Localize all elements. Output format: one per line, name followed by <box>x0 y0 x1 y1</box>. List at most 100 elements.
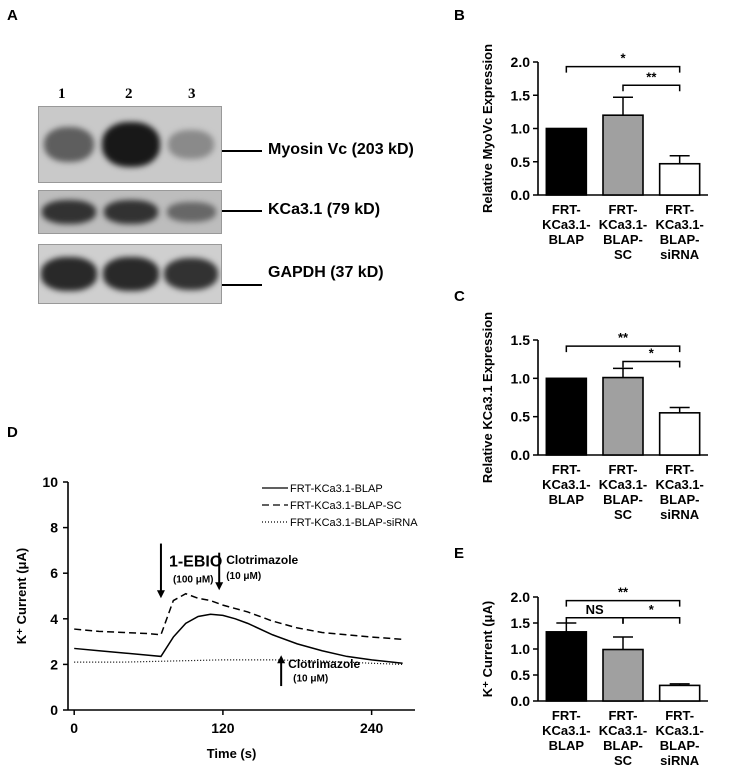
bar <box>658 684 701 702</box>
significance-bracket <box>565 599 681 607</box>
annotation-label: Clotrimazole <box>226 553 298 567</box>
blot-strip-gapdh <box>38 244 222 304</box>
significance-label: * <box>620 51 626 66</box>
significance-bracket <box>565 65 681 73</box>
y-tick-label: 1.0 <box>511 641 531 657</box>
blot-band <box>102 121 160 168</box>
band-pointer-gapdh <box>222 284 262 286</box>
bar <box>602 114 644 196</box>
annotation-arrowhead <box>277 655 286 664</box>
annotation-sublabel: (100 μM) <box>173 574 214 585</box>
blot-band <box>41 257 97 291</box>
bar <box>658 412 701 456</box>
x-category-label: siRNA <box>660 507 700 520</box>
x-category-label: BLAP- <box>603 232 643 247</box>
y-tick-label: 0 <box>50 702 58 718</box>
significance-bracket <box>565 345 681 353</box>
panel-letter-b: B <box>454 7 465 24</box>
band-pointer-myosin-vc <box>222 150 262 152</box>
y-tick-label: 0.0 <box>511 447 531 463</box>
y-tick-label: 1.0 <box>511 370 531 386</box>
y-tick-label: 0.5 <box>511 154 531 170</box>
blot-band <box>41 200 97 224</box>
line-chart-k-current-time: 0 2 4 6 8 10 0 120 240 Time (s) K⁺ Current (μA) FRT… <box>14 474 418 761</box>
annotation-arrowhead <box>215 582 224 591</box>
significance-bracket <box>622 360 681 368</box>
blot-strip-kca31 <box>38 190 222 234</box>
y-axis-label: K⁺ Current (μA) <box>14 548 29 644</box>
y-tick-label: 0.5 <box>511 667 531 683</box>
x-category-label: KCa3.1- <box>542 723 590 738</box>
y-tick-label: 2.0 <box>511 589 531 605</box>
x-tick-label: 240 <box>360 720 384 736</box>
significance-label: ** <box>646 69 657 84</box>
lane-label-3: 3 <box>188 86 196 102</box>
annotation-sublabel: (10 μM) <box>293 674 328 685</box>
x-category-label: KCa3.1- <box>599 723 647 738</box>
blot-band <box>103 200 159 224</box>
bar-chart-kca31-expression: 0.0 0.5 1.0 1.5 Relative KCa3.1 Expression FR… <box>480 312 708 520</box>
blot-band <box>168 130 214 159</box>
x-tick-label: 0 <box>70 720 78 736</box>
x-category-label: FRT- <box>665 462 694 477</box>
x-category-label: KCa3.1- <box>599 477 647 492</box>
y-axis-label: Relative MyoVc Expression <box>480 44 495 213</box>
significance-label: ** <box>618 585 629 600</box>
annotation-label: Clotrimazole <box>288 657 360 671</box>
x-category-label: FRT- <box>665 708 694 723</box>
x-category-label: KCa3.1- <box>655 217 703 232</box>
bar-chart-k-current: 0.00.51.01.52.0K⁺ Current (μA)FRT-KCa3.1… <box>480 585 708 765</box>
x-category-label: BLAP <box>549 492 585 507</box>
band-label-myosin-vc: Myosin Vc (203 kD) <box>268 141 414 158</box>
y-tick-label: 2.0 <box>511 54 531 70</box>
lane-label-1: 1 <box>58 86 66 102</box>
significance-bracket <box>622 617 681 624</box>
y-tick-label: 0.5 <box>511 409 531 425</box>
significance-label: NS <box>586 602 604 617</box>
panel-letter-e: E <box>454 545 465 562</box>
x-category-label: BLAP- <box>603 738 643 753</box>
significance-label: * <box>649 602 655 617</box>
x-axis-label: Time (s) <box>207 746 257 761</box>
x-category-label: FRT- <box>609 462 638 477</box>
panel-letter-c: C <box>454 288 465 305</box>
significance-label: * <box>649 345 655 360</box>
annotation-sublabel: (10 μM) <box>226 571 261 582</box>
bar <box>545 127 588 196</box>
bar-chart-myovc-expression: 0.0 0.5 1.0 1.5 2.0 Relative MyoVc Expression… <box>480 44 708 262</box>
legend-label: FRT-KCa3.1-BLAP-SC <box>290 500 402 512</box>
x-category-label: SC <box>614 247 633 262</box>
x-category-label: BLAP- <box>660 738 700 753</box>
x-category-label: BLAP- <box>603 492 643 507</box>
panel-letter-a: A <box>7 7 18 24</box>
x-category-label: SC <box>614 507 633 520</box>
x-category-label: KCa3.1- <box>655 477 703 492</box>
bar <box>545 377 588 456</box>
x-category-label: FRT- <box>609 202 638 217</box>
y-tick-label: 1.5 <box>511 332 531 348</box>
series-line <box>74 659 403 665</box>
y-tick-label: 4 <box>50 611 58 627</box>
x-category-label: KCa3.1- <box>542 217 590 232</box>
x-category-label: BLAP- <box>660 492 700 507</box>
x-category-label: BLAP- <box>660 232 700 247</box>
x-category-label: siRNA <box>660 753 700 765</box>
band-pointer-kca31 <box>222 210 262 212</box>
series-line <box>74 592 403 641</box>
panel-letter-d: D <box>7 424 18 441</box>
significance-bracket <box>622 84 681 92</box>
y-tick-label: 2 <box>50 656 58 672</box>
x-category-label: FRT- <box>609 708 638 723</box>
x-category-label: FRT- <box>665 202 694 217</box>
x-category-label: BLAP <box>549 738 585 753</box>
band-label-kca31: KCa3.1 (79 kD) <box>268 201 381 218</box>
x-category-label: SC <box>614 753 633 765</box>
blot-band <box>163 257 219 291</box>
series-line <box>74 613 403 665</box>
annotation-arrowhead <box>156 590 165 599</box>
bar <box>545 631 588 702</box>
legend-label: FRT-KCa3.1-BLAP-siRNA <box>290 517 418 529</box>
annotation-label: 1-EBIO <box>169 553 222 570</box>
bar <box>658 162 701 196</box>
x-category-label: BLAP <box>549 232 585 247</box>
